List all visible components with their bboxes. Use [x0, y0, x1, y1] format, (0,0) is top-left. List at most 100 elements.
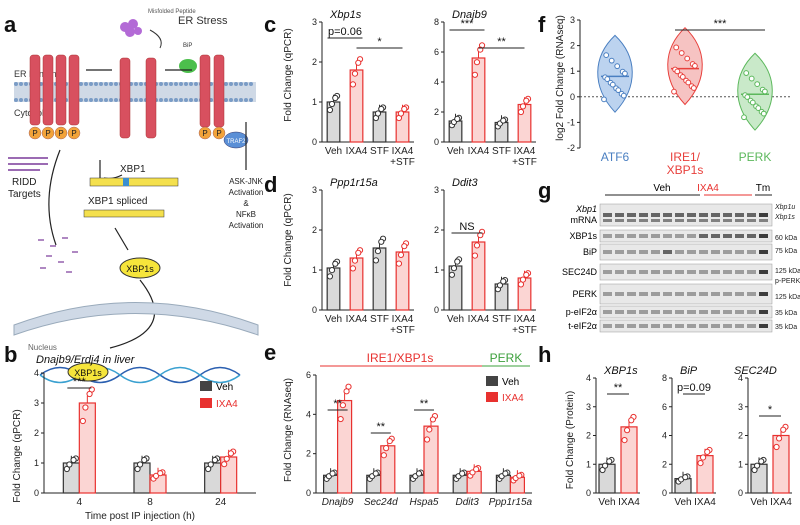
y-tick-label: 0	[34, 488, 39, 498]
y-tick-label: -1	[567, 117, 575, 127]
lipid-head	[79, 82, 83, 86]
y-tick-label: 2	[312, 57, 317, 67]
phospho-icon	[212, 126, 226, 140]
xbp1-spliced-label: XBP1 spliced	[88, 196, 147, 207]
data-point	[620, 92, 627, 99]
x-tick-label: IXA4	[346, 146, 368, 157]
phospho-label: P	[202, 129, 207, 138]
ask-jnk-label: ASK-JNK	[229, 177, 263, 186]
data-point	[692, 62, 698, 69]
panel-letter-c: c	[264, 12, 276, 37]
data-point	[395, 260, 403, 267]
lipid-head	[229, 98, 233, 102]
lipid-head	[79, 98, 83, 102]
blot-band	[627, 213, 636, 217]
significance-label: **	[614, 382, 623, 394]
data-point	[207, 461, 214, 468]
data-point	[378, 238, 385, 245]
data-point	[621, 437, 628, 444]
data-point	[378, 105, 385, 113]
ridd-targets-label: Targets	[8, 189, 41, 200]
chart-f: log2 Fold Change (RNAseq) -2 -1 0 1 2 3 ATF6 IR…	[555, 15, 790, 177]
y-tick-label: 2	[306, 449, 311, 459]
x-tick-label: IXA4	[346, 314, 368, 325]
data-point	[401, 105, 408, 113]
y-tick-label: 1	[34, 458, 39, 468]
data-point	[754, 81, 761, 88]
data-point	[380, 452, 387, 459]
lipid-head	[114, 98, 118, 102]
x-tick-label: PERK	[739, 150, 772, 164]
blot-band	[687, 219, 696, 222]
chart-b-legend: Veh IXA4	[200, 381, 238, 410]
data-point	[699, 454, 707, 461]
chart-title: Ppp1r15a	[330, 177, 378, 189]
data-point	[760, 110, 767, 117]
chart-title: BiP	[680, 365, 698, 377]
blot-band	[723, 270, 732, 274]
y-tick-label: 2	[738, 431, 743, 441]
chart-b-title: Dnajb9/Erdj4 in liver	[36, 354, 136, 366]
bar	[471, 57, 486, 143]
data-point	[221, 461, 228, 468]
legend-veh-label: Veh	[502, 377, 519, 388]
blot-band	[603, 213, 612, 217]
lipid-head	[174, 98, 178, 102]
blot-strip	[599, 319, 773, 333]
data-point	[426, 426, 433, 433]
chart-b-bars: 0 1 2 3 4 4 8 24 ***	[34, 368, 256, 508]
x-tick-label: Veh	[674, 497, 691, 508]
y-tick-label: 4	[306, 409, 311, 419]
blot-band	[735, 324, 744, 328]
data-point	[372, 257, 380, 264]
x-tick-label: 4	[77, 497, 83, 508]
blot-row-label: Xbp1	[575, 204, 597, 214]
blot-band	[699, 213, 708, 217]
blot-strip	[599, 243, 773, 261]
panel-letter-h: h	[538, 342, 551, 367]
y-tick-label: 3	[586, 402, 591, 412]
chart-e-group-perk: PERK	[490, 351, 523, 365]
bar	[620, 426, 638, 494]
x-tick-label: IXA4	[694, 497, 716, 508]
blot-band	[735, 292, 744, 296]
data-point	[66, 461, 73, 468]
lipid-head	[249, 98, 253, 102]
y-tick-label: 0	[434, 137, 439, 147]
data-point	[401, 243, 408, 250]
blot-band	[627, 310, 636, 314]
blot-band	[615, 250, 624, 254]
bip-label: BiP	[183, 43, 192, 49]
lipid-head	[84, 82, 88, 86]
data-point	[773, 443, 780, 451]
data-point	[328, 267, 336, 274]
data-point	[332, 260, 339, 267]
lipid-head	[99, 82, 103, 86]
y-tick-label: 4	[34, 368, 39, 378]
data-point	[415, 470, 423, 477]
data-point	[459, 470, 466, 477]
data-point	[678, 50, 685, 56]
data-point	[152, 472, 160, 479]
blot-band	[747, 292, 756, 296]
traf2-label: TRAF2	[226, 139, 246, 145]
data-point	[601, 462, 609, 469]
y-tick-label: 4	[662, 431, 667, 441]
data-point	[615, 87, 622, 94]
blot-marker-label: 125 kDa	[775, 268, 800, 275]
y-tick-label: 6	[662, 402, 667, 412]
blot-band	[603, 310, 612, 314]
chart-title: XBP1s	[603, 365, 638, 377]
blot-band	[603, 324, 612, 328]
x-tick-label: Veh	[325, 314, 342, 325]
chart-h-xbp1s: 0 1 2 3 4 XBP1s Veh IXA4 **	[586, 365, 640, 508]
blot-band	[723, 234, 732, 238]
data-point	[697, 460, 704, 467]
chart-h-ylabel: Fold Change (Protein)	[565, 391, 576, 489]
lipid-head	[159, 98, 163, 102]
data-point	[622, 70, 628, 77]
data-point	[326, 273, 334, 280]
x-tick-label: IXA4	[770, 497, 792, 508]
data-point	[519, 276, 527, 283]
